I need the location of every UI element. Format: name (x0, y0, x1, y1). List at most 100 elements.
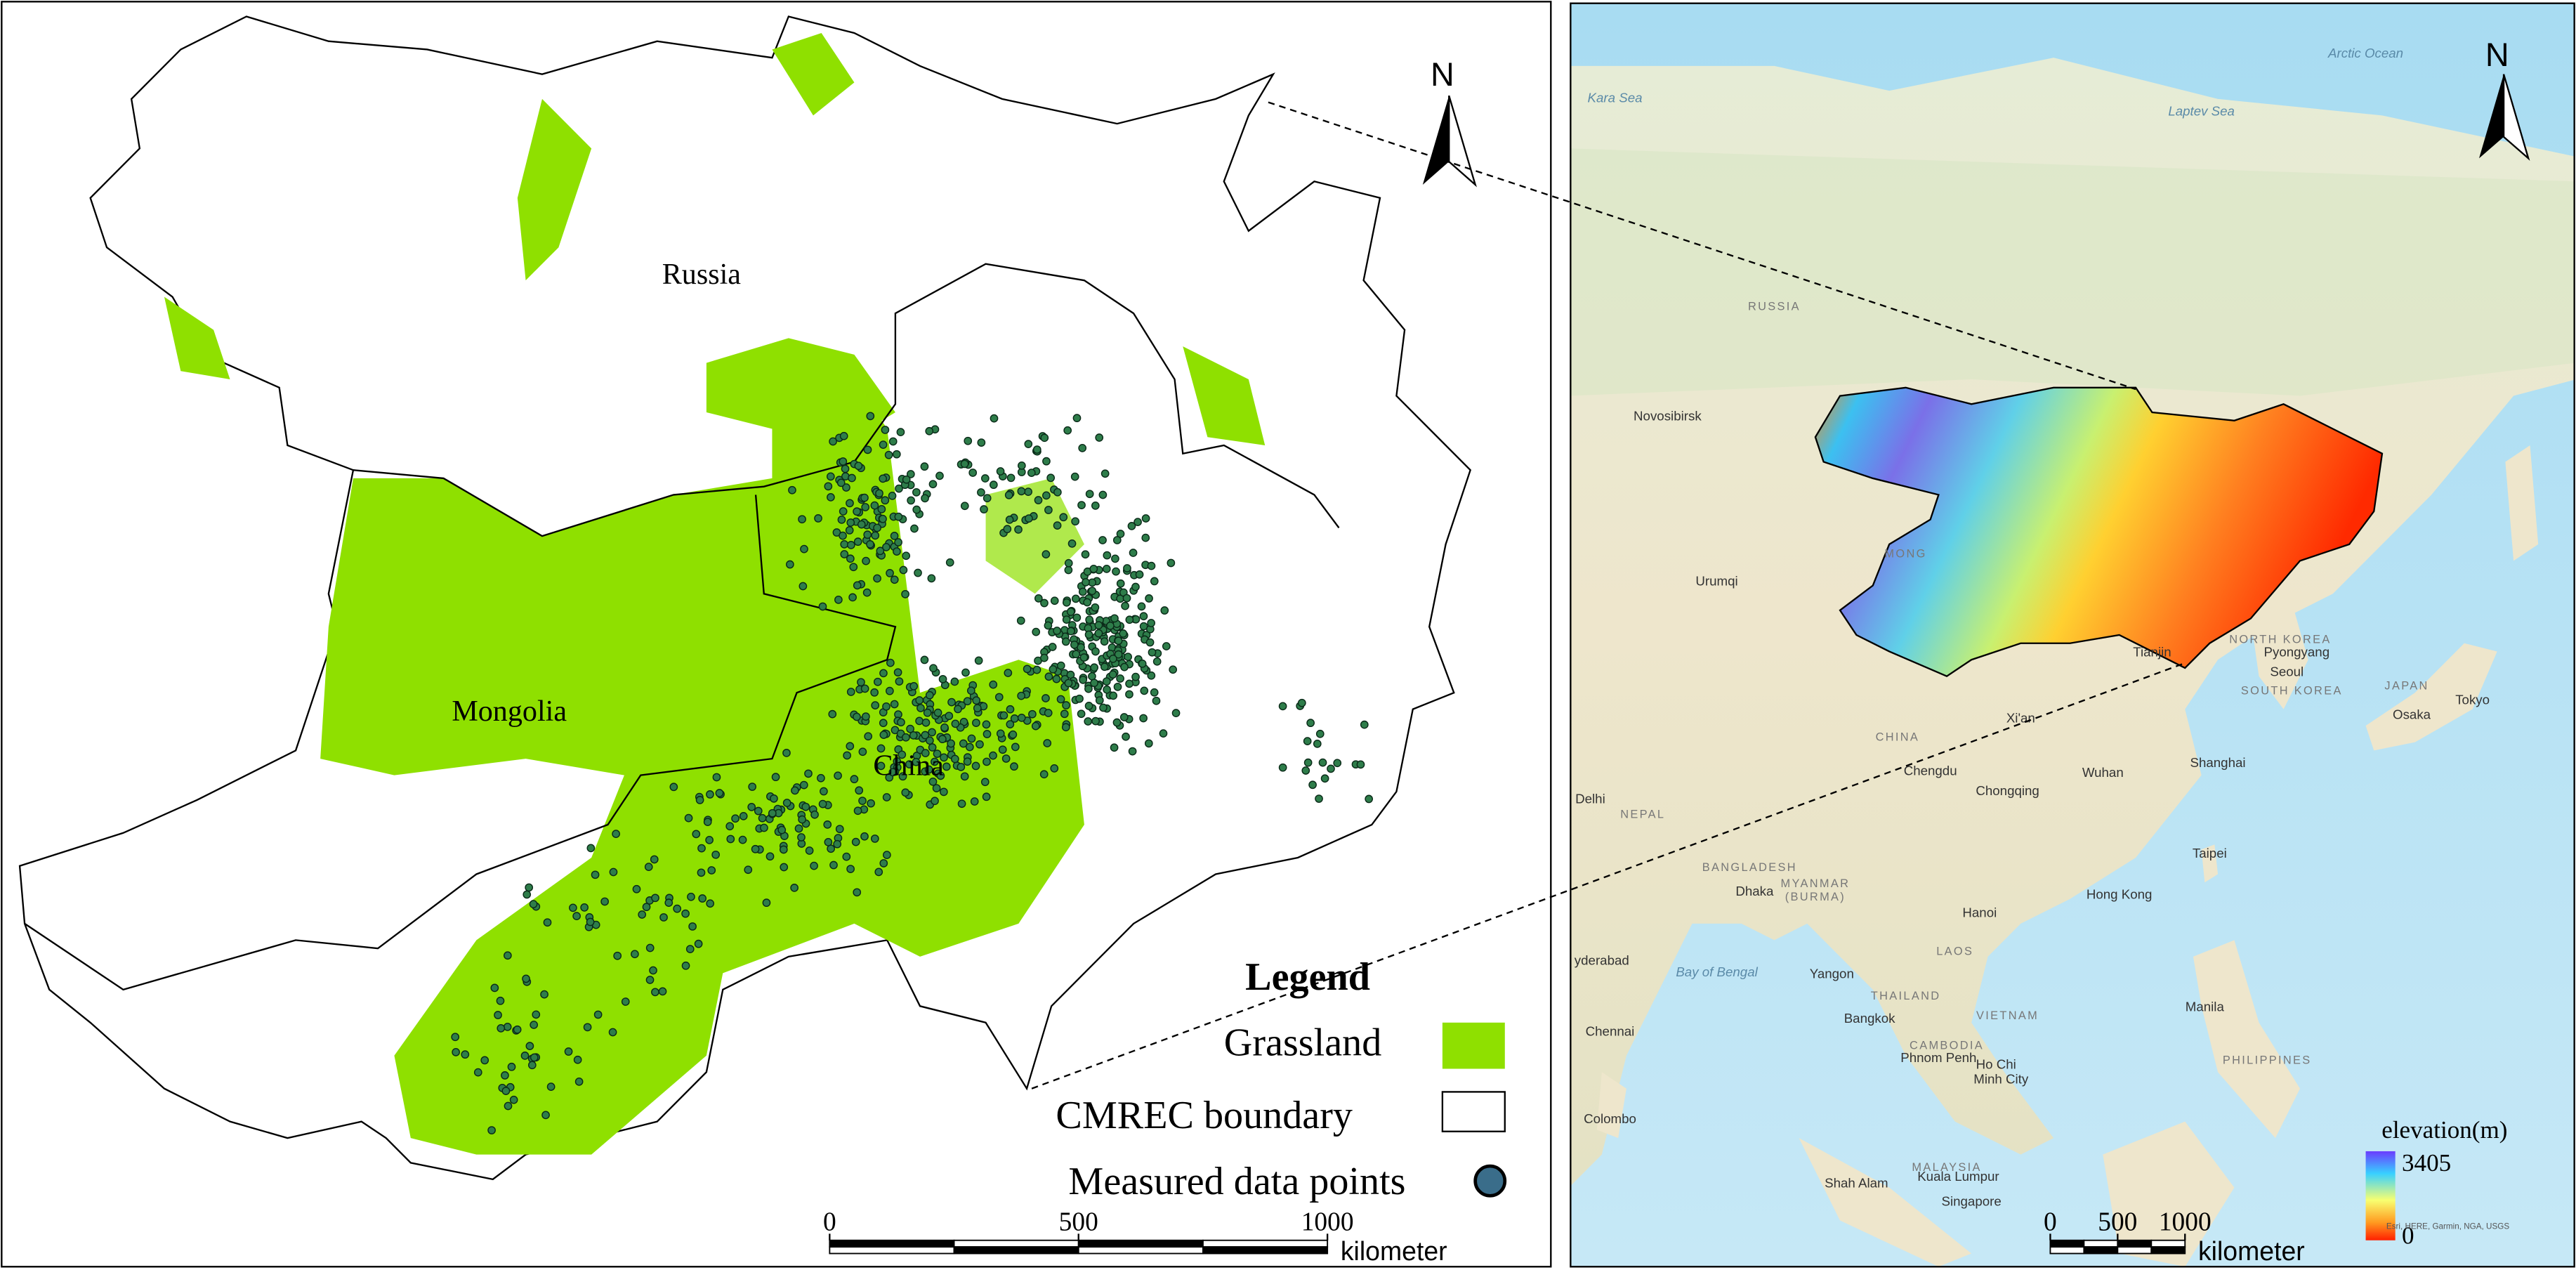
scale-segment (1077, 1239, 1204, 1248)
data-point (849, 563, 858, 572)
data-point (960, 772, 969, 781)
place-label: BANGLADESH (1702, 861, 1797, 874)
scale-label: 1000 (2159, 1208, 2212, 1237)
data-point (853, 806, 862, 816)
place-label: LAOS (1936, 945, 1973, 957)
data-point (1139, 714, 1148, 723)
data-point (881, 426, 890, 434)
data-point (779, 845, 788, 854)
data-point (1006, 473, 1016, 483)
data-point (1147, 619, 1156, 627)
data-point (977, 488, 985, 497)
data-point (1028, 709, 1037, 719)
data-point (915, 716, 924, 726)
place-label: Osaka (2393, 707, 2431, 722)
data-point (1131, 672, 1140, 681)
data-point (870, 501, 879, 510)
place-label: Chongqing (1976, 783, 2039, 798)
data-point (1113, 682, 1122, 691)
data-point (888, 491, 897, 500)
data-point (846, 688, 855, 696)
place-label: Chennai (1586, 1024, 1635, 1039)
data-point (744, 865, 753, 875)
data-point (888, 437, 898, 446)
data-point (1160, 606, 1169, 615)
data-point (1171, 709, 1181, 718)
data-point (928, 743, 937, 752)
data-point (1308, 780, 1317, 790)
data-point (829, 437, 837, 446)
data-point (1067, 627, 1075, 636)
data-point (1061, 637, 1070, 646)
data-point (989, 680, 998, 689)
data-point (1084, 684, 1093, 693)
data-point (1110, 743, 1119, 752)
data-point (1091, 502, 1100, 510)
data-point (824, 482, 833, 491)
data-point (1061, 723, 1070, 732)
data-point (1017, 691, 1026, 700)
data-point (892, 450, 901, 459)
data-point (862, 556, 870, 565)
data-point (1044, 621, 1053, 630)
data-point (842, 852, 851, 861)
data-point (1032, 665, 1041, 674)
data-point (1141, 514, 1150, 523)
data-point (982, 792, 991, 801)
data-point (1072, 650, 1081, 659)
place-label: Taipei (2193, 846, 2227, 860)
data-point (912, 487, 921, 497)
basemap: Arctic Ocean Kara Sea Laptev Sea RUSSIA Novo… (1570, 3, 2575, 1267)
data-point (998, 745, 1007, 754)
place-label: Bangkok (1844, 1011, 1895, 1026)
data-point (1306, 719, 1315, 728)
data-point (879, 719, 888, 728)
data-point (461, 1050, 470, 1059)
legend-swatch (1441, 1091, 1506, 1132)
place-label: Kara Sea (1588, 91, 1643, 105)
scale-label: 500 (2098, 1208, 2137, 1237)
data-point (1318, 758, 1327, 767)
data-point (891, 726, 900, 735)
data-point (974, 656, 983, 665)
right-frame (1570, 2, 2575, 1268)
data-point (546, 1082, 556, 1091)
data-point (786, 560, 794, 569)
place-label: Yangon (1810, 966, 1854, 981)
data-point (1085, 615, 1094, 624)
place-label: Wuhan (2082, 765, 2124, 780)
data-point (945, 558, 954, 567)
data-point (860, 684, 869, 693)
data-point (591, 870, 600, 879)
data-point (1056, 661, 1065, 670)
data-point (983, 494, 992, 503)
data-point (490, 983, 499, 993)
data-point (886, 569, 894, 577)
data-point (945, 712, 954, 721)
data-point (977, 438, 986, 447)
place-label: Manila (2186, 999, 2225, 1014)
data-point (569, 903, 577, 912)
scale-label: 1000 (1301, 1208, 1354, 1237)
study-area-elevation (1814, 386, 2384, 678)
data-point (1152, 657, 1162, 666)
place-labels: Arctic Ocean Kara Sea Laptev Sea RUSSIA Novo… (1575, 46, 2490, 1208)
data-point (574, 1077, 584, 1086)
data-point (681, 961, 690, 970)
data-point (1100, 469, 1110, 478)
data-point (929, 664, 938, 673)
data-point (1024, 440, 1033, 449)
place-label: Colombo (1584, 1111, 1636, 1126)
data-point (1024, 487, 1032, 497)
data-point (893, 668, 902, 677)
data-point (503, 1022, 512, 1031)
data-point (890, 575, 899, 584)
attribution: Esri, HERE, Garmin, NGA, USGS (2386, 1222, 2509, 1231)
data-point (525, 1042, 534, 1051)
data-point (839, 531, 847, 540)
scale-segment (2117, 1239, 2153, 1248)
data-point (1064, 565, 1073, 575)
data-point (877, 505, 886, 513)
data-point (725, 822, 735, 831)
data-point (1111, 554, 1119, 563)
